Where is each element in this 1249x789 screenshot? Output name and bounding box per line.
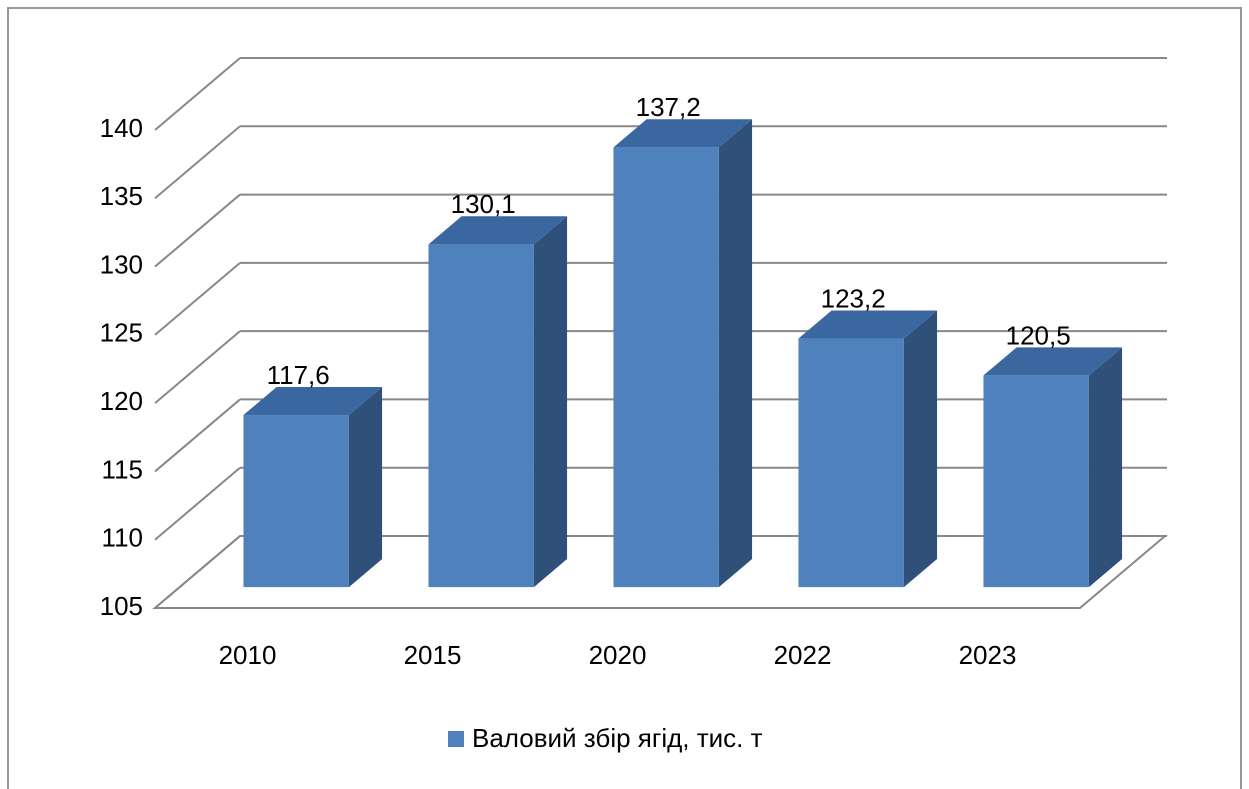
bar-side [903,310,938,588]
x-tick-label: 2010 [219,640,277,670]
y-tick-label: 105 [100,591,143,621]
data-label: 123,2 [821,283,886,313]
y-tick-label: 140 [100,113,143,143]
side-grid-line [154,330,241,404]
legend-swatch [448,731,464,747]
bar-top [243,386,383,416]
bar-side [533,216,568,588]
bar-top [428,216,568,245]
bar [243,415,349,588]
bar [798,338,904,588]
legend-label: Валовий збір ягід, тис. т [472,723,763,753]
bar-side [1088,347,1123,588]
bar [613,147,719,588]
data-label: 130,1 [451,189,516,219]
bar-top [983,347,1123,376]
side-grid-line [154,398,241,473]
bar-top [613,119,753,148]
side-grid-line [154,125,241,200]
bar [983,375,1089,588]
bar-top [798,310,938,339]
side-grid-line [154,535,241,609]
y-tick-label: 115 [102,454,143,484]
y-tick-label: 120 [100,386,143,416]
side-grid-line [154,57,241,131]
side-grid-line [154,262,241,336]
data-label: 117,6 [267,360,330,390]
x-tick-label: 2023 [959,640,1017,670]
data-label: 120,5 [1006,320,1071,350]
bar-side [348,386,383,588]
y-tick-label: 135 [100,181,143,211]
y-tick-label: 130 [100,249,143,279]
bar [428,244,534,588]
side-grid-line [154,466,241,541]
side-grid-line [154,193,241,268]
bar-side [718,119,753,588]
data-label: 137,2 [636,92,701,122]
x-tick-label: 2020 [589,640,647,670]
chart-frame [7,7,1242,789]
y-tick-label: 125 [100,318,143,348]
y-tick-label: 110 [102,523,143,553]
x-tick-label: 2022 [774,640,832,670]
x-tick-label: 2015 [404,640,462,670]
